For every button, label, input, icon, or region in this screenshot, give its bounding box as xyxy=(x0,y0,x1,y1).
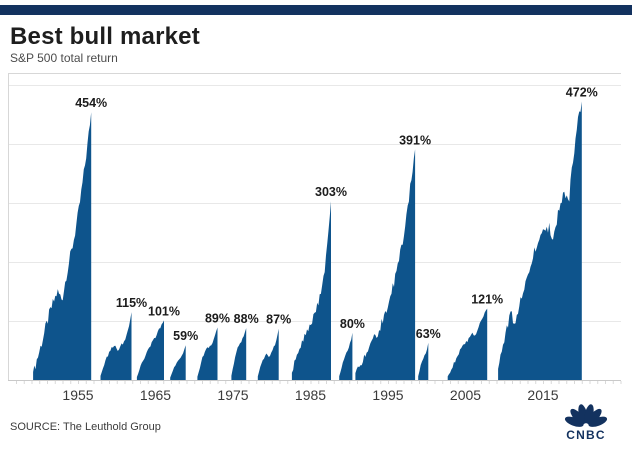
brand-bar xyxy=(0,5,632,15)
x-tick-label-2015: 2015 xyxy=(527,387,558,403)
x-tick-label-1965: 1965 xyxy=(140,387,171,403)
bull-area-59% xyxy=(170,345,186,380)
peak-label-101%: 101% xyxy=(148,304,180,318)
chart-subtitle: S&P 500 total return xyxy=(10,51,118,65)
peak-label-391%: 391% xyxy=(399,133,431,147)
bull-area-88% xyxy=(231,328,247,380)
peak-label-88%: 88% xyxy=(234,312,259,326)
source-credit: SOURCE: The Leuthold Group xyxy=(10,421,161,433)
bull-area-87% xyxy=(257,328,279,380)
peak-label-454%: 454% xyxy=(75,96,107,110)
x-tick-label-2005: 2005 xyxy=(450,387,481,403)
peacock-feather xyxy=(570,408,585,425)
x-tick-label-1995: 1995 xyxy=(372,387,403,403)
bull-area-121% xyxy=(447,308,488,380)
x-tick-label-1975: 1975 xyxy=(217,387,248,403)
bull-area-80% xyxy=(339,332,353,380)
peak-label-121%: 121% xyxy=(471,293,503,307)
bull-area-115% xyxy=(100,312,132,380)
peak-label-59%: 59% xyxy=(173,329,198,343)
bull-area-63% xyxy=(418,342,429,380)
peacock-feather xyxy=(587,408,602,425)
peak-label-87%: 87% xyxy=(266,313,291,327)
bull-area-472% xyxy=(498,101,582,380)
peak-label-472%: 472% xyxy=(566,86,598,100)
bull-area-454% xyxy=(33,112,92,380)
peak-label-89%: 89% xyxy=(205,312,230,326)
peak-label-303%: 303% xyxy=(315,185,347,199)
cnbc-logo-text: CNBC xyxy=(566,428,605,442)
peak-label-115%: 115% xyxy=(116,296,147,310)
page-title: Best bull market xyxy=(10,23,200,50)
bull-area-303% xyxy=(291,201,331,380)
x-tick-label-1985: 1985 xyxy=(295,387,326,403)
peacock-feather xyxy=(588,416,608,427)
peacock-icon xyxy=(564,404,608,427)
peacock-feather xyxy=(564,416,584,427)
bull-market-area-chart: 454% 115%101% 59% 89% 88% 87% 303% 80% 391% 63% 12… xyxy=(8,73,622,403)
bull-area-101% xyxy=(136,320,164,380)
cnbc-logo: CNBC xyxy=(564,404,608,442)
bull-area-391% xyxy=(355,149,416,380)
bull-area-89% xyxy=(197,327,218,380)
peak-label-80%: 80% xyxy=(340,317,365,331)
x-tick-label-1955: 1955 xyxy=(62,387,93,403)
peak-label-63%: 63% xyxy=(416,327,441,341)
